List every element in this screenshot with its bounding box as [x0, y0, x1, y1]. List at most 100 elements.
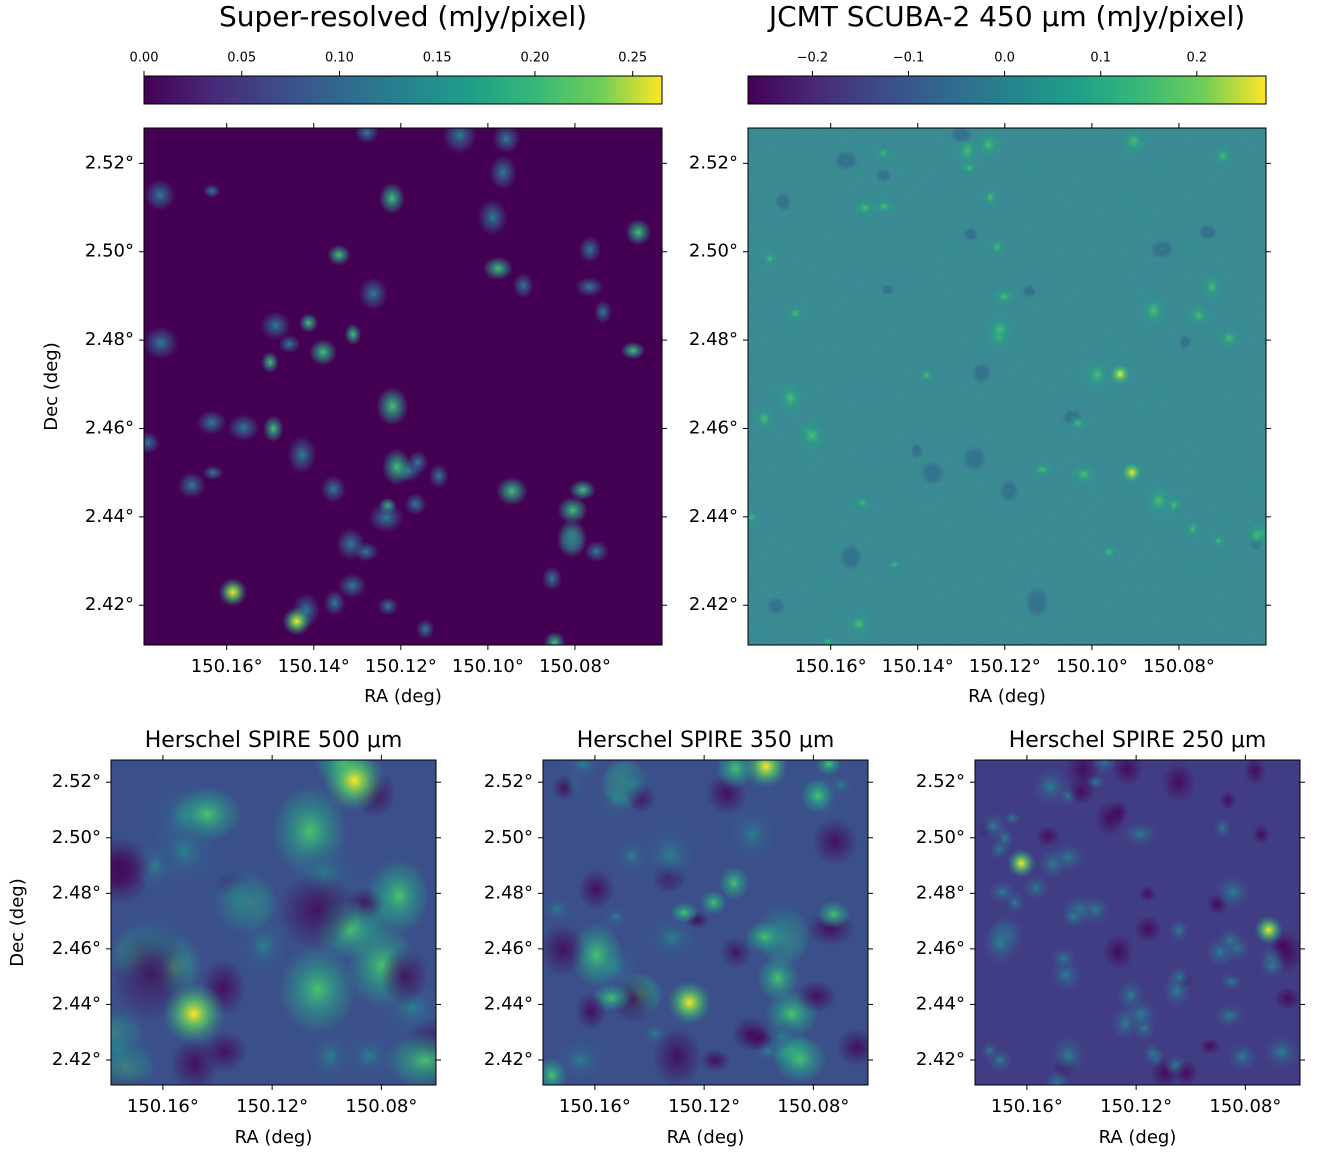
source-blob [1272, 937, 1293, 954]
colorbar-tick-label: −0.2 [797, 51, 829, 66]
source-blob [700, 890, 728, 915]
source-blob [642, 822, 698, 887]
source-blob [1024, 874, 1049, 902]
source-blob [853, 496, 872, 510]
y-tick-label: 2.42° [484, 1049, 533, 1070]
source-blob [111, 1004, 153, 1085]
source-blob [594, 300, 612, 324]
source-blob [756, 955, 799, 1002]
source-blob [1219, 790, 1237, 810]
source-blob [416, 618, 435, 640]
source-blob [1215, 875, 1251, 910]
y-tick-label: 2.46° [85, 417, 134, 438]
source-blob [1252, 823, 1271, 845]
source-blob [1109, 800, 1129, 825]
bright-source [218, 577, 248, 607]
frame [747, 127, 1267, 646]
source-blob [603, 906, 629, 928]
source-blob [1144, 484, 1173, 518]
source-blob [336, 527, 366, 561]
source-blob [177, 472, 206, 499]
colorbar-tick-label: 0.20 [520, 51, 549, 66]
source-blob [1050, 948, 1077, 969]
source-blob [614, 837, 649, 874]
source-blob [196, 410, 227, 435]
source-blob [337, 573, 367, 598]
source-blob [543, 631, 566, 645]
source-blob [918, 367, 935, 384]
source-blob [1183, 519, 1202, 539]
colorbar-tick-label: −0.1 [893, 51, 925, 66]
source-blob [1212, 144, 1233, 167]
y-tick-label: 2.42° [52, 1049, 101, 1070]
x-axis-label: RA (deg) [667, 1127, 745, 1148]
source-blob [1173, 1059, 1199, 1085]
source-blob [354, 128, 379, 144]
y-tick-label: 2.44° [484, 993, 533, 1014]
y-tick-label: 2.46° [916, 938, 965, 959]
x-tick-label: 150.16° [127, 1096, 199, 1117]
source-blob [344, 1033, 394, 1078]
source-blob [541, 566, 563, 591]
source-blob [570, 921, 623, 988]
source-blob [727, 806, 778, 863]
x-tick-label: 150.08° [1209, 1096, 1281, 1117]
chart-title: JCMT SCUBA-2 450 μm (mJy/pixel) [767, 0, 1245, 33]
source-blob [995, 827, 1014, 850]
source-blob [989, 238, 1006, 257]
source-blob [202, 465, 224, 481]
source-blob [961, 445, 987, 473]
source-blob [111, 837, 150, 891]
bright-source [1120, 461, 1144, 484]
source-blob [404, 493, 427, 516]
colorbar [747, 75, 1267, 105]
x-tick-label: 150.08° [539, 656, 611, 677]
source-blob [669, 902, 699, 923]
source-blob [652, 1027, 702, 1085]
source-blob [754, 406, 775, 432]
source-blob [278, 334, 301, 354]
source-blob [512, 273, 534, 299]
source-blob [744, 920, 785, 954]
source-blob [584, 540, 609, 563]
image [144, 128, 662, 645]
source-blob [641, 1023, 668, 1045]
y-tick-label: 2.48° [85, 329, 134, 350]
source-blob [323, 589, 346, 617]
source-blob [1091, 760, 1117, 774]
source-blob [1102, 933, 1135, 971]
source-blob [719, 937, 752, 970]
source-blob [278, 870, 358, 950]
source-blob [777, 381, 804, 415]
source-blob [492, 128, 521, 154]
x-tick-label: 150.16° [795, 656, 867, 677]
source-blob [1243, 760, 1267, 786]
source-blob [1220, 973, 1243, 990]
x-tick-label: 150.14° [882, 656, 954, 677]
x-tick-label: 150.10° [452, 656, 524, 677]
source-blob [1260, 954, 1285, 978]
source-blob [875, 168, 892, 183]
source-blob [327, 244, 351, 266]
source-blob [762, 249, 778, 268]
source-blob [1069, 463, 1098, 486]
y-tick-label: 2.52° [52, 771, 101, 792]
x-tick-label: 150.08° [345, 1096, 417, 1117]
source-blob [287, 436, 317, 474]
source-blob [144, 432, 160, 454]
y-axis-label: Dec (deg) [7, 878, 28, 967]
y-tick-label: 2.42° [916, 1049, 965, 1070]
source-blob [604, 764, 658, 803]
source-blob [812, 818, 858, 866]
y-tick-label: 2.42° [689, 594, 738, 615]
source-blob [428, 463, 449, 488]
colorbar-tick-label: 0.05 [227, 51, 256, 66]
chart-title: Herschel SPIRE 350 μm [577, 728, 835, 753]
source-blob [1110, 760, 1144, 787]
x-tick-label: 150.12° [1100, 1096, 1172, 1117]
x-axis-label: RA (deg) [364, 686, 442, 707]
x-tick-label: 150.12° [668, 1096, 740, 1117]
y-tick-label: 2.52° [916, 771, 965, 792]
source-blob [575, 991, 607, 1031]
source-blob [839, 543, 863, 571]
